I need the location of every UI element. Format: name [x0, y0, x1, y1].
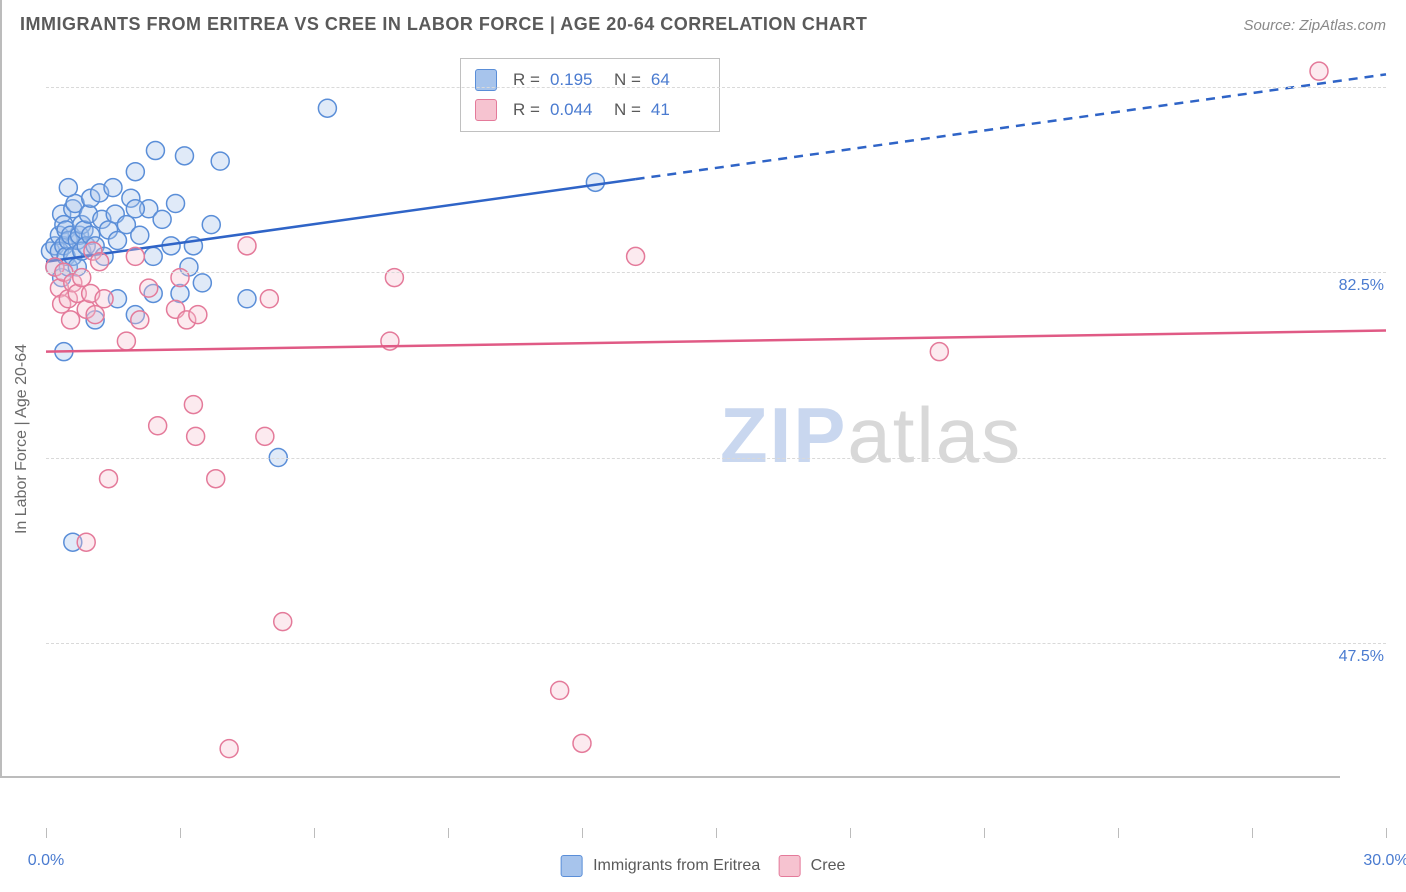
x-tick-mark — [850, 828, 851, 838]
scatter-point — [586, 173, 604, 191]
scatter-point — [117, 332, 135, 350]
gridline-h — [46, 458, 1386, 459]
scatter-point — [184, 396, 202, 414]
scatter-point — [73, 269, 91, 287]
scatter-point — [238, 290, 256, 308]
legend-label-1: Immigrants from Eritrea — [593, 857, 760, 874]
plot-svg — [46, 50, 1386, 828]
scatter-point — [187, 427, 205, 445]
scatter-point — [104, 179, 122, 197]
stats-label-n: N = — [614, 95, 641, 125]
scatter-point — [167, 194, 185, 212]
x-tick-label: 30.0% — [1363, 852, 1406, 870]
y-tick-label: 82.5% — [1324, 277, 1384, 295]
scatter-point — [91, 253, 109, 271]
scatter-point — [202, 216, 220, 234]
x-tick-label: 0.0% — [28, 852, 64, 870]
x-tick-mark — [984, 828, 985, 838]
trend-line — [46, 331, 1386, 352]
stats-row-2: R = 0.044 N = 41 — [475, 95, 705, 125]
swatch-pink-icon — [475, 99, 497, 121]
scatter-point — [146, 142, 164, 160]
stats-row-1: R = 0.195 N = 64 — [475, 65, 705, 95]
legend-item-2: Cree — [778, 855, 845, 877]
gridline-h — [46, 643, 1386, 644]
scatter-point — [100, 470, 118, 488]
scatter-point — [140, 279, 158, 297]
scatter-point — [131, 311, 149, 329]
trend-line-extended — [636, 74, 1386, 179]
scatter-point — [385, 269, 403, 287]
scatter-point — [238, 237, 256, 255]
legend-label-2: Cree — [811, 857, 846, 874]
swatch-pink-icon — [778, 855, 800, 877]
stats-label-n: N = — [614, 65, 641, 95]
x-tick-mark — [180, 828, 181, 838]
x-tick-mark — [1118, 828, 1119, 838]
stats-value-r-2: 0.044 — [550, 95, 604, 125]
scatter-point — [95, 290, 113, 308]
x-tick-mark — [582, 828, 583, 838]
scatter-point — [207, 470, 225, 488]
scatter-point — [627, 247, 645, 265]
scatter-point — [256, 427, 274, 445]
scatter-point — [171, 269, 189, 287]
gridline-h — [46, 272, 1386, 273]
scatter-point — [189, 306, 207, 324]
x-tick-mark — [716, 828, 717, 838]
stats-value-n-2: 41 — [651, 95, 705, 125]
scatter-point — [86, 306, 104, 324]
scatter-point — [260, 290, 278, 308]
scatter-point — [62, 311, 80, 329]
scatter-point — [144, 247, 162, 265]
scatter-point — [573, 734, 591, 752]
scatter-point — [930, 343, 948, 361]
scatter-point — [220, 740, 238, 758]
scatter-point — [126, 200, 144, 218]
scatter-point — [108, 232, 126, 250]
stats-value-r-1: 0.195 — [550, 65, 604, 95]
bottom-legend: Immigrants from Eritrea Cree — [561, 855, 846, 877]
scatter-point — [211, 152, 229, 170]
stats-label-r: R = — [513, 95, 540, 125]
scatter-point — [193, 274, 211, 292]
x-tick-mark — [1252, 828, 1253, 838]
x-tick-mark — [1386, 828, 1387, 838]
scatter-point — [274, 613, 292, 631]
scatter-point — [126, 163, 144, 181]
scatter-point — [59, 179, 77, 197]
x-tick-mark — [314, 828, 315, 838]
scatter-point — [131, 226, 149, 244]
scatter-point — [153, 210, 171, 228]
stats-label-r: R = — [513, 65, 540, 95]
stats-value-n-1: 64 — [651, 65, 705, 95]
scatter-point — [77, 533, 95, 551]
scatter-point — [551, 681, 569, 699]
scatter-point — [126, 247, 144, 265]
stats-box: R = 0.195 N = 64 R = 0.044 N = 41 — [460, 58, 720, 132]
scatter-point — [149, 417, 167, 435]
x-tick-mark — [46, 828, 47, 838]
scatter-point — [1310, 62, 1328, 80]
x-tick-mark — [448, 828, 449, 838]
scatter-point — [175, 147, 193, 165]
swatch-blue-icon — [561, 855, 583, 877]
gridline-h — [46, 87, 1386, 88]
y-tick-label: 47.5% — [1324, 648, 1384, 666]
scatter-point — [318, 99, 336, 117]
legend-item-1: Immigrants from Eritrea — [561, 855, 761, 877]
